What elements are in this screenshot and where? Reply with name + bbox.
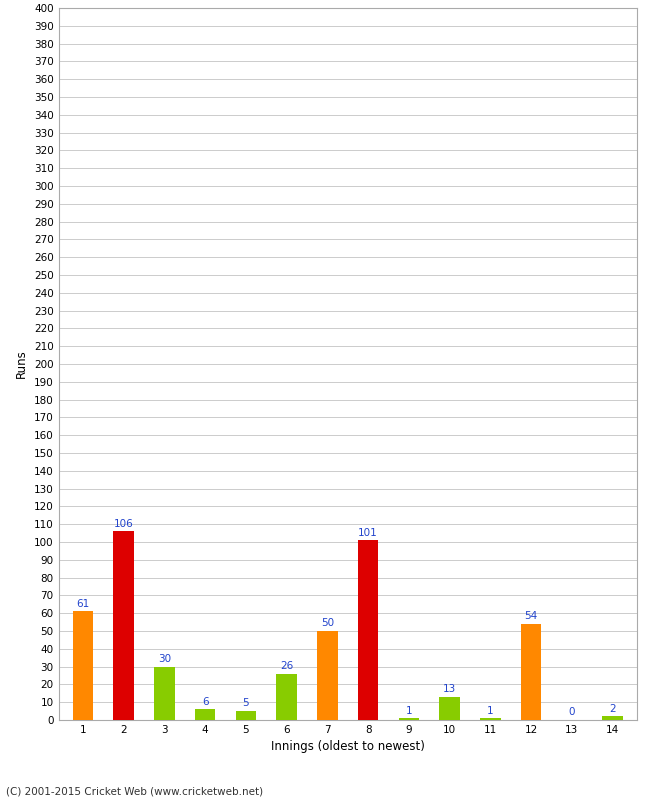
Text: 5: 5 (242, 698, 249, 709)
Bar (317, 631, 337, 720)
Text: 50: 50 (321, 618, 334, 628)
Bar (276, 674, 297, 720)
Text: 54: 54 (525, 611, 538, 622)
Bar (154, 666, 175, 720)
Text: 101: 101 (358, 527, 378, 538)
Bar (480, 718, 500, 720)
Bar (114, 531, 134, 720)
Bar (358, 540, 378, 720)
Bar (73, 611, 93, 720)
Text: 1: 1 (406, 706, 412, 715)
Y-axis label: Runs: Runs (16, 350, 29, 378)
Bar (603, 717, 623, 720)
Text: (C) 2001-2015 Cricket Web (www.cricketweb.net): (C) 2001-2015 Cricket Web (www.cricketwe… (6, 786, 264, 796)
Text: 26: 26 (280, 661, 293, 671)
Text: 106: 106 (114, 518, 133, 529)
Bar (521, 624, 541, 720)
Bar (398, 718, 419, 720)
X-axis label: Innings (oldest to newest): Innings (oldest to newest) (271, 741, 424, 754)
Bar (236, 711, 256, 720)
Bar (195, 710, 215, 720)
Text: 13: 13 (443, 684, 456, 694)
Text: 1: 1 (487, 706, 493, 715)
Bar (439, 697, 460, 720)
Text: 61: 61 (76, 598, 90, 609)
Text: 0: 0 (569, 707, 575, 718)
Text: 2: 2 (609, 704, 616, 714)
Text: 6: 6 (202, 697, 209, 706)
Text: 30: 30 (158, 654, 171, 664)
